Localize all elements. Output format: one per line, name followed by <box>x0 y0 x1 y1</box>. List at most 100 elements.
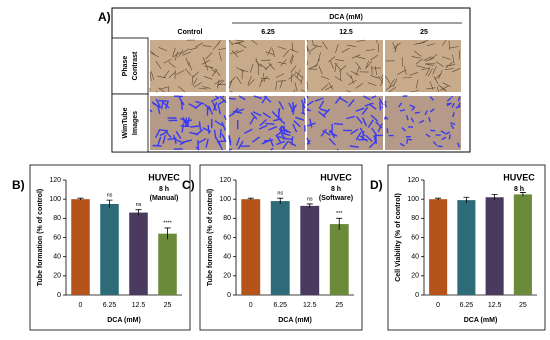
y-tick-label: 20 <box>53 273 61 280</box>
error-bar <box>306 203 313 208</box>
bar <box>270 201 290 295</box>
significance-label: **** <box>163 220 172 226</box>
y-tick-label: 80 <box>411 215 419 222</box>
tube-overlay <box>149 95 227 151</box>
x-tick-label: 25 <box>335 302 343 309</box>
y-tick-label: 40 <box>53 254 61 261</box>
x-axis-label: DCA (mM) <box>464 317 498 324</box>
crack-pattern <box>228 39 306 93</box>
panel-frame <box>387 164 546 331</box>
bar <box>158 233 177 295</box>
micrograph <box>229 40 305 92</box>
significance-label: ns <box>107 193 113 199</box>
bar <box>71 199 90 295</box>
y-axis-label: Tube formation (% of control) <box>37 189 44 286</box>
row-label-box <box>111 93 149 153</box>
y-tick-label: 120 <box>219 177 231 184</box>
error-bar <box>435 197 442 201</box>
bar <box>329 224 349 295</box>
error-bar <box>164 227 171 240</box>
chart-title: HUVEC <box>503 172 535 182</box>
error-bar <box>135 209 142 216</box>
error-bar <box>519 192 526 197</box>
y-tick-label: 60 <box>411 234 419 241</box>
y-tick-label: 0 <box>227 292 231 299</box>
y-tick-label: 80 <box>53 215 61 222</box>
column-header: Control <box>178 29 203 36</box>
x-tick-label: 0 <box>249 302 253 309</box>
bar <box>485 197 504 295</box>
y-axis-label: Tube formation (% of control) <box>207 189 214 286</box>
x-tick-label: 0 <box>436 302 440 309</box>
row-label: Images <box>132 111 139 135</box>
micrographs <box>149 39 461 151</box>
error-bar <box>491 193 498 201</box>
panel-frame <box>29 164 191 331</box>
significance-label: ns <box>307 196 313 202</box>
error-bar <box>247 197 254 201</box>
x-tick-label: 6.25 <box>460 302 474 309</box>
significance-label: *** <box>336 211 343 217</box>
bar <box>300 205 320 295</box>
y-tick-label: 120 <box>407 177 419 184</box>
y-tick-label: 0 <box>57 292 61 299</box>
error-bar <box>77 197 84 201</box>
chart-title: HUVEC <box>320 172 352 182</box>
column-header: 6.25 <box>261 29 275 36</box>
x-tick-label: 25 <box>164 302 172 309</box>
x-tick-label: 12.5 <box>132 302 146 309</box>
tube-overlay <box>228 95 306 151</box>
chart-subtitle: 8 h <box>159 186 169 193</box>
panel-label: C) <box>182 178 195 192</box>
x-tick-label: 12.5 <box>303 302 317 309</box>
error-bar <box>463 196 470 203</box>
x-tick-label: 6.25 <box>103 302 117 309</box>
column-header: 25 <box>420 29 428 36</box>
y-tick-label: 60 <box>53 234 61 241</box>
y-tick-label: 100 <box>49 196 61 203</box>
panel-frame <box>199 164 363 331</box>
y-tick-label: 0 <box>415 292 419 299</box>
bar <box>241 199 261 295</box>
y-tick-label: 100 <box>219 196 231 203</box>
bar <box>100 203 119 295</box>
panel-label: D) <box>370 178 383 192</box>
y-tick-label: 100 <box>407 196 419 203</box>
crack-pattern <box>306 39 384 93</box>
x-tick-label: 25 <box>519 302 527 309</box>
group-header: DCA (mM) <box>329 14 363 21</box>
chart-note: (Software) <box>319 195 353 202</box>
x-axis-label: DCA (mM) <box>107 317 141 324</box>
y-axis-label: Cell Viability (% of control) <box>395 193 402 282</box>
x-tick-label: 6.25 <box>273 302 287 309</box>
x-tick-label: 12.5 <box>488 302 502 309</box>
y-tick-label: 40 <box>223 254 231 261</box>
crack-pattern <box>149 39 227 93</box>
micrograph <box>150 40 226 92</box>
tube-overlay <box>306 95 384 151</box>
panel-label: B) <box>12 178 25 192</box>
bar <box>513 194 532 295</box>
error-bar <box>336 217 343 230</box>
significance-label: ns <box>136 202 142 208</box>
y-tick-label: 60 <box>223 234 231 241</box>
row-label: Phase <box>122 56 129 77</box>
chart-note: (Manual) <box>150 195 179 202</box>
crack-pattern <box>385 39 461 93</box>
bar <box>429 199 448 295</box>
row-label-box <box>111 37 149 95</box>
y-tick-label: 120 <box>49 177 61 184</box>
y-tick-label: 20 <box>223 273 231 280</box>
bar <box>457 200 476 295</box>
x-axis-label: DCA (mM) <box>278 317 312 324</box>
panel-label: A) <box>98 10 111 24</box>
error-bar <box>106 199 113 208</box>
significance-label: ns <box>277 191 283 197</box>
row-label: WimTube <box>122 107 129 138</box>
chart-subtitle: 8 h <box>331 186 341 193</box>
column-header: 12.5 <box>339 29 353 36</box>
chart-subtitle: 8 h <box>514 186 524 193</box>
x-tick-label: 0 <box>79 302 83 309</box>
chart-title: HUVEC <box>148 172 180 182</box>
